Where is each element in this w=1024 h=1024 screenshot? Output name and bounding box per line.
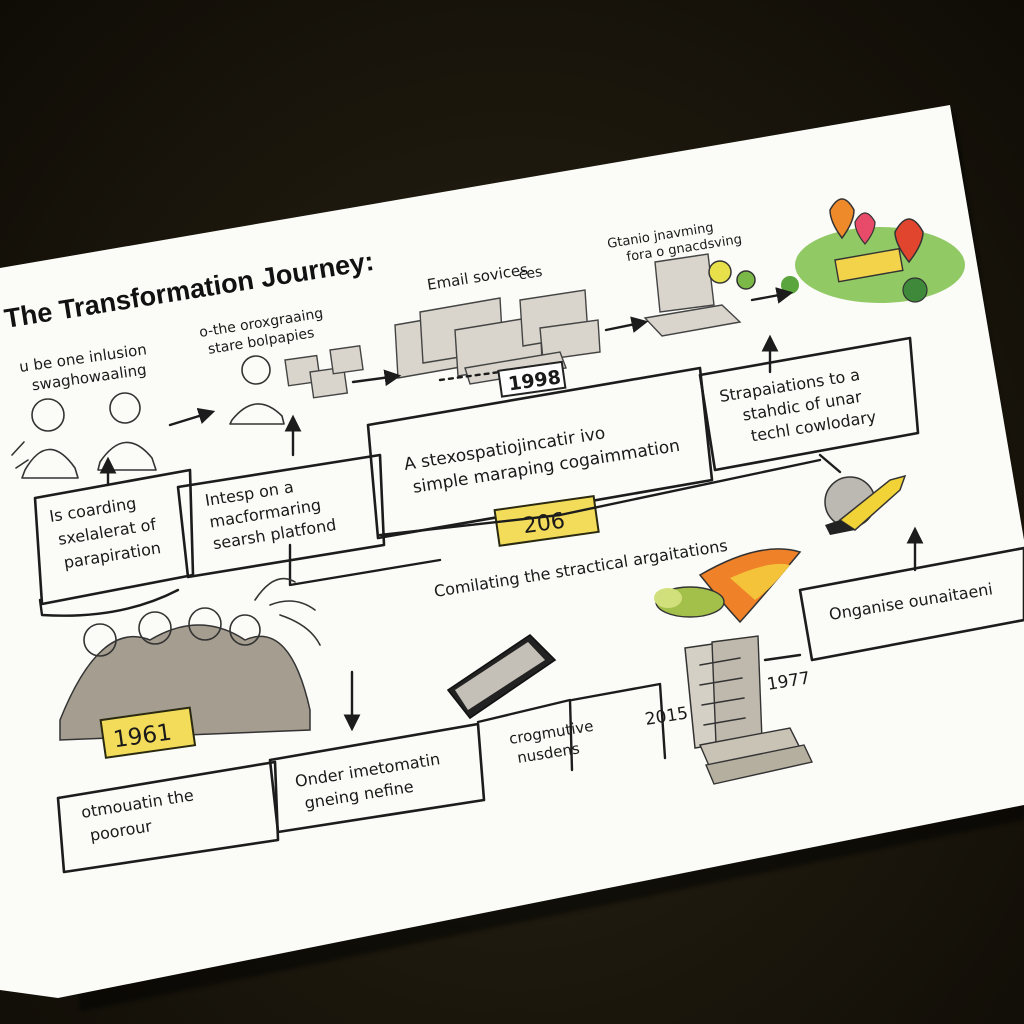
year-206-label: 206 xyxy=(493,495,600,547)
laptop-icon xyxy=(643,253,756,337)
svg-text:206: 206 xyxy=(521,509,566,540)
building-icon xyxy=(684,635,814,785)
box-bottom-left xyxy=(56,760,280,874)
people-sketch-icon xyxy=(11,392,157,479)
computers-sketch-icon xyxy=(394,289,601,385)
marker-rocket-icon xyxy=(824,474,907,535)
box-right xyxy=(698,336,920,472)
flame-leaf-icon xyxy=(654,548,802,624)
svg-text:ces: ces xyxy=(518,264,544,283)
group-people-icon xyxy=(59,577,321,741)
box-search xyxy=(176,453,386,579)
paper-card xyxy=(0,105,1024,998)
box-center xyxy=(366,366,714,540)
person-with-papers-icon xyxy=(229,345,364,425)
map-pins-icon xyxy=(781,198,965,303)
box-organise xyxy=(798,546,1024,662)
phone-icon xyxy=(446,633,557,720)
year-1961-label: 1961 xyxy=(99,706,197,759)
box-bottom-mid xyxy=(268,722,486,834)
